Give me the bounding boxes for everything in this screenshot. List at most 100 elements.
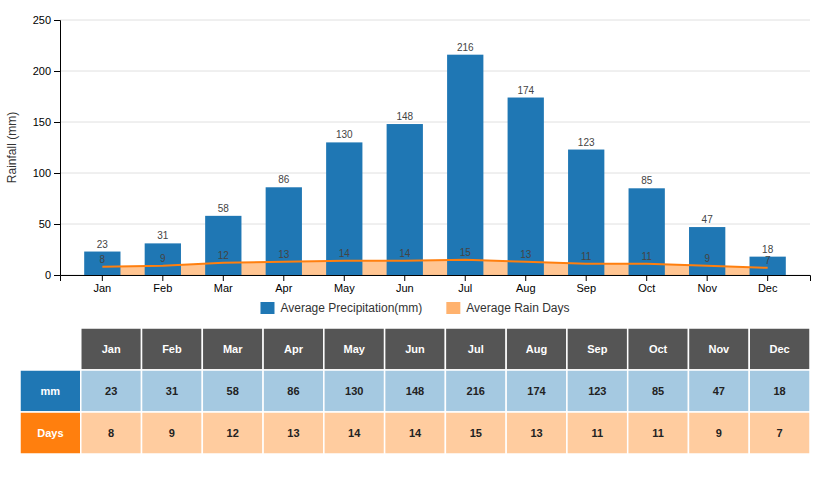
bar [387, 124, 423, 275]
data-label: 9 [704, 253, 710, 264]
x-tick: Apr [275, 275, 292, 294]
table-cell [263, 370, 324, 412]
table-cell [688, 370, 749, 412]
table-text: Dec [770, 343, 790, 355]
table-cell [749, 370, 810, 412]
y-tick-mark [54, 173, 60, 174]
data-label: 31 [157, 230, 169, 241]
y-tick: 250 [33, 14, 60, 26]
table-cell [567, 412, 628, 454]
x-tick: Jun [396, 275, 414, 294]
table-cell [567, 370, 628, 412]
x-tick: May [334, 275, 355, 294]
table-text: 13 [530, 427, 542, 439]
table-cell [749, 412, 810, 454]
x-tick: Jan [93, 275, 111, 294]
data-label: 9 [160, 253, 166, 264]
table-text: 11 [652, 427, 664, 439]
table-text: 148 [406, 385, 424, 397]
y-tick: 0 [45, 269, 60, 281]
data-label: 58 [218, 203, 230, 214]
legend-swatch [260, 302, 274, 314]
table-cell [688, 412, 749, 454]
data-label: 148 [396, 111, 413, 122]
table-cell [263, 328, 324, 370]
data-label: 174 [517, 85, 534, 96]
table-text: 130 [345, 385, 363, 397]
table-text: Feb [162, 343, 182, 355]
table-cell [324, 328, 385, 370]
data-label: 14 [339, 248, 351, 259]
data-label: 18 [762, 244, 774, 255]
data-label: 86 [278, 174, 290, 185]
table-text: Jul [468, 343, 484, 355]
x-tick: Nov [697, 275, 717, 294]
table-cell [506, 412, 567, 454]
table-cell [81, 328, 142, 370]
grid-line [60, 173, 810, 174]
table-text: 47 [713, 385, 725, 397]
table-text: 14 [409, 427, 422, 439]
data-label: 47 [702, 214, 714, 225]
x-tick: Sep [576, 275, 596, 294]
x-tick: Oct [638, 275, 655, 294]
y-tick-mark [54, 275, 60, 276]
table-text: 11 [591, 427, 603, 439]
table-text: Jun [405, 343, 425, 355]
grid-line [60, 122, 810, 123]
grid-line [60, 224, 810, 225]
table-text: Apr [284, 343, 304, 355]
y-tick-label: 100 [33, 167, 51, 179]
table-cell [324, 370, 385, 412]
y-tick-label: 250 [33, 14, 51, 26]
table-cell [385, 328, 446, 370]
x-tick-label: Mar [214, 282, 233, 294]
data-label: 23 [97, 239, 109, 250]
bar [629, 188, 665, 275]
table-text: 18 [773, 385, 785, 397]
table-cell [445, 412, 506, 454]
x-tick: Feb [153, 275, 172, 294]
data-label: 14 [399, 248, 411, 259]
data-label: 8 [100, 254, 106, 265]
data-label: 7 [765, 255, 771, 266]
x-tick-mark [767, 275, 768, 281]
y-tick-mark [54, 71, 60, 72]
table-text: 58 [227, 385, 239, 397]
grid-line [60, 20, 810, 21]
data-label: 11 [641, 251, 652, 262]
x-tick-mark [646, 275, 647, 281]
table-cell [385, 412, 446, 454]
y-tick: 100 [33, 167, 60, 179]
table-cell [142, 412, 203, 454]
table-text: Nov [708, 343, 730, 355]
table-text: Days [37, 427, 63, 439]
bar [145, 243, 181, 275]
area [102, 260, 767, 275]
y-tick-label: 50 [39, 218, 51, 230]
table-text: 86 [287, 385, 299, 397]
x-tick-label: Nov [697, 282, 717, 294]
data-label: 15 [460, 247, 472, 258]
legend-item: Average Precipitation(mm) [260, 301, 422, 315]
bar-series [84, 55, 786, 275]
x-tick-mark [344, 275, 345, 281]
legend-item: Average Rain Days [446, 301, 569, 315]
legend-label: Average Precipitation(mm) [280, 301, 422, 315]
data-label: 123 [578, 137, 595, 148]
x-axis-line [61, 276, 811, 282]
y-tick-mark [54, 224, 60, 225]
data-label: 11 [581, 251, 592, 262]
table-text: 13 [287, 427, 299, 439]
table-text: Jan [102, 343, 121, 355]
table-cell [202, 412, 263, 454]
x-tick: Jul [458, 275, 472, 294]
bar [568, 150, 604, 275]
chart: 2331588613014821617412385471889121314141… [0, 0, 830, 479]
legend-label: Average Rain Days [466, 301, 569, 315]
x-tick-label: Jan [93, 282, 111, 294]
table-cell [20, 370, 81, 412]
x-tick-mark [586, 275, 587, 281]
table-cell [81, 412, 142, 454]
bar [326, 142, 362, 275]
